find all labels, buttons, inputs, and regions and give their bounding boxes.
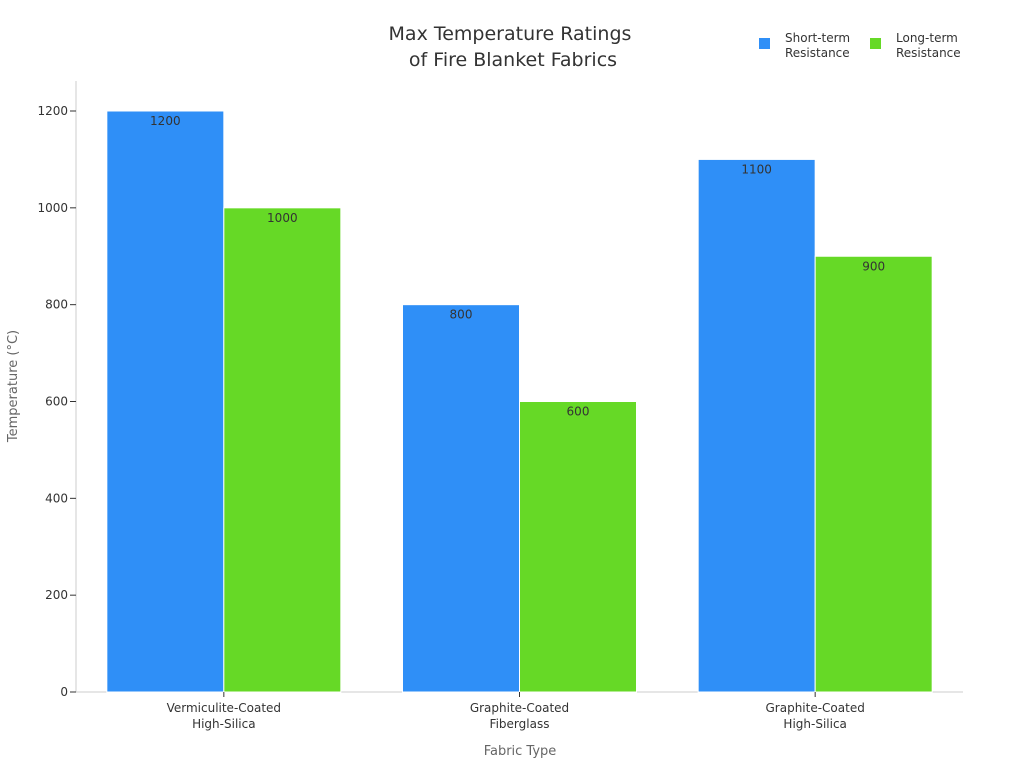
y-tick-label: 200 [45,588,68,602]
legend-swatch-long-term [870,38,881,49]
y-tick-label: 1000 [37,201,68,215]
bar-data-label: 600 [567,405,590,419]
x-tick-label: Vermiculite-Coated High-Silica [167,701,281,731]
plot-area: 0 200 400 600 800 1000 1200 1200 1000 Vermiculite… [37,81,963,731]
bar [106,110,225,693]
legend: Short-term Resistance Long-term Resistan… [759,31,962,60]
bar-data-label: 1100 [741,162,772,176]
legend-swatch-short-term [759,38,770,49]
bar-data-label: 800 [450,308,473,322]
bar-data-label: 1000 [267,211,298,225]
bar [519,401,637,693]
chart-title-line-1: Max Temperature Ratings [389,23,632,45]
bar [223,207,342,693]
y-tick-label: 600 [45,395,68,409]
y-tick-label: 0 [60,685,68,699]
y-axis-title: Temperature (°C) [6,330,21,443]
y-tick-label: 800 [45,298,68,312]
x-tick-label: Graphite-Coated High-Silica [765,701,864,731]
x-axis-title: Fabric Type [484,744,557,759]
legend-label-long-term: Long-term Resistance [896,31,962,60]
x-tick-label: Graphite-Coated Fiberglass [470,701,569,731]
bar-data-label: 900 [862,259,885,273]
chart-title-line-2: of Fire Blanket Fabrics [409,49,617,71]
y-tick-label: 400 [45,491,68,505]
y-tick-label: 1200 [37,104,68,118]
bar [697,158,816,693]
bar [814,255,933,693]
bar-data-label: 1200 [150,114,181,128]
legend-label-short-term: Short-term Resistance [785,31,854,60]
bar [402,304,520,693]
chart-title: Max Temperature Ratings of Fire Blanket … [389,23,638,71]
